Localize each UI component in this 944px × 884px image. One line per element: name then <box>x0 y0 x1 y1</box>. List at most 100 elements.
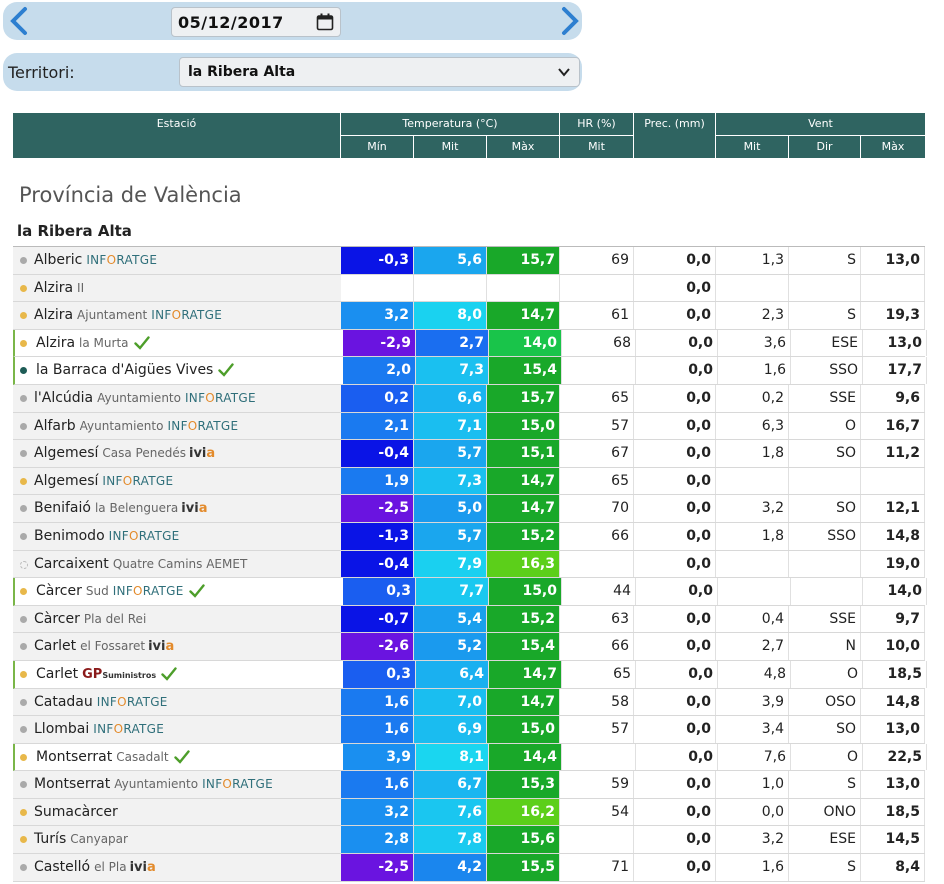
header-wind-mit[interactable]: Mit <box>716 136 789 158</box>
cell-hr: 58 <box>560 688 634 716</box>
territory-select[interactable]: la Ribera Alta <box>179 57 580 87</box>
cell-prec: 0,0 <box>634 495 716 522</box>
cell-min: 0,3 <box>343 578 416 605</box>
station-name-group: Alzira II <box>34 275 84 302</box>
header-station[interactable]: Estació <box>13 113 341 158</box>
header-wind-dir[interactable]: Dir <box>789 136 861 158</box>
date-input[interactable]: 05/12/2017 <box>171 7 341 37</box>
station-cell[interactable]: Càrcer Sud INFORATGE <box>15 578 343 605</box>
station-name: Alzira <box>36 334 76 351</box>
cell-hr: 63 <box>560 605 634 633</box>
station-cell[interactable]: Alfarb Ayuntamiento INFORATGE <box>13 413 341 440</box>
cell-max: 15,0 <box>489 578 562 605</box>
cell-wdir: ONO <box>789 798 861 826</box>
cell-wmit: 1,8 <box>716 440 789 467</box>
cell-prec: 0,0 <box>636 357 718 384</box>
cell-max: 14,7 <box>487 688 560 716</box>
station-name-group: Carlet el Fossaret ivia <box>34 633 174 660</box>
cell-min: -0,7 <box>341 605 414 633</box>
cell-mit <box>414 274 487 302</box>
station-cell[interactable]: Llombai INFORATGE <box>13 716 341 743</box>
cell-wmit: 1,6 <box>716 854 789 881</box>
station-cell[interactable]: Catadau INFORATGE <box>13 689 341 716</box>
table-row: Sumacàrcer 3,2 7,6 16,2 54 0,0 0,0 ONO 18,5 <box>13 798 925 827</box>
station-cell[interactable]: Alzira Ajuntament INFORATGE <box>13 302 341 329</box>
header-prec[interactable]: Prec. (mm) <box>634 113 716 158</box>
cell-wdir: SO <box>789 440 861 467</box>
cell-max: 14,7 <box>489 660 562 688</box>
cell-wmax: 13,0 <box>861 716 925 743</box>
station-name-group: Algemesí Casa Penedés ivia <box>34 440 215 467</box>
next-day-button[interactable] <box>556 6 582 36</box>
station-name: Castelló <box>34 859 91 876</box>
cell-hr: 68 <box>562 329 636 357</box>
header-temp-mit[interactable]: Mit <box>414 136 487 158</box>
station-name: Benimodo <box>34 527 105 544</box>
station-cell[interactable]: Càrcer Pla del Rei <box>13 606 341 633</box>
header-temp-max[interactable]: Màx <box>487 136 560 158</box>
calendar-icon[interactable] <box>316 13 334 31</box>
table-row: Carcaixent Quatre Camins AEMET -0,4 7,9 16,3… <box>13 550 925 579</box>
cell-min: 0,2 <box>341 384 414 412</box>
cell-mit: 5,4 <box>414 605 487 633</box>
cell-prec: 0,0 <box>634 412 716 440</box>
station-cell[interactable]: Sumacàrcer <box>13 799 341 826</box>
cell-wdir: SSE <box>789 384 861 412</box>
station-cell[interactable]: Alberic INFORATGE <box>13 247 341 274</box>
station-name-group: Llombai INFORATGE <box>34 716 164 743</box>
cell-mit: 7,6 <box>414 798 487 826</box>
station-subname: la Murta <box>79 335 129 350</box>
previous-day-button[interactable] <box>7 6 33 36</box>
chevron-down-icon <box>558 68 570 77</box>
station-cell[interactable]: Castelló el Pla ivia <box>13 854 341 881</box>
station-cell[interactable]: Algemesí Casa Penedés ivia <box>13 440 341 467</box>
cell-prec: 0,0 <box>634 798 716 826</box>
cell-wmit: 2,7 <box>716 633 789 660</box>
station-cell[interactable]: Carlet el Fossaret ivia <box>13 633 341 660</box>
status-dot-icon <box>20 615 27 623</box>
station-cell[interactable]: Benifaió la Belenguera ivia <box>13 495 341 522</box>
station-cell[interactable]: Turís Canyapar <box>13 826 341 853</box>
header-wind-max[interactable]: Màx <box>861 136 925 158</box>
station-cell[interactable]: Alzira II <box>13 275 341 302</box>
station-cell[interactable]: l'Alcúdia Ayuntamiento INFORATGE <box>13 385 341 412</box>
cell-max: 14,7 <box>487 467 560 495</box>
station-cell[interactable]: Carcaixent Quatre Camins AEMET <box>13 551 341 578</box>
cell-min: -2,5 <box>341 854 414 881</box>
cell-wdir: S <box>789 854 861 881</box>
cell-min: 3,2 <box>341 798 414 826</box>
cell-wdir: SSO <box>789 522 861 550</box>
cell-wdir: O <box>789 412 861 440</box>
inforatge-logo-icon: INFORATGE <box>202 777 273 792</box>
station-cell[interactable]: Carlet GPSuministros <box>15 661 343 688</box>
chevron-right-icon <box>562 7 579 35</box>
station-cell[interactable]: Alzira la Murta <box>15 330 343 357</box>
status-dot-icon <box>20 505 27 513</box>
cell-max: 15,2 <box>487 605 560 633</box>
table-row: Alberic INFORATGE -0,3 5,6 15,7 69 0,0 1,3 S 13,0 <box>13 247 925 275</box>
station-cell[interactable]: la Barraca d'Aigües Vives <box>15 357 343 384</box>
station-cell[interactable]: Algemesí INFORATGE <box>13 468 341 495</box>
cell-wmit <box>716 550 789 578</box>
station-cell[interactable]: Montserrat Casadalt <box>15 744 343 771</box>
inforatge-logo-icon: INFORATGE <box>96 694 168 709</box>
station-cell[interactable]: Benimodo INFORATGE <box>13 523 341 550</box>
cell-max: 15,6 <box>487 826 560 854</box>
table-row: Montserrat Casadalt 3,9 8,1 14,4 0,0 7,6 O 22,5 <box>13 743 927 772</box>
cell-wmit: 3,2 <box>716 826 789 854</box>
status-dot-icon <box>20 339 27 347</box>
cell-mit: 6,7 <box>414 771 487 798</box>
table-row: Algemesí Casa Penedés ivia -0,4 5,7 15,1 67 0,0… <box>13 440 925 468</box>
cell-prec: 0,0 <box>634 550 716 578</box>
cell-max: 15,7 <box>487 384 560 412</box>
station-cell[interactable]: Montserrat Ayuntamiento INFORATGE <box>13 771 341 798</box>
station-subname: Casadalt <box>116 749 169 764</box>
station-name-group: Benimodo INFORATGE <box>34 523 180 550</box>
cell-wdir: ESE <box>791 329 863 357</box>
header-hr-mit[interactable]: Mit <box>560 136 634 158</box>
table-row: Alzira la Murta -2,9 2,7 14,0 68 0,0 3,6 ESE 13,0 <box>13 329 927 358</box>
cell-prec: 0,0 <box>636 329 718 357</box>
station-name-group: Carlet GPSuministros <box>36 661 177 688</box>
header-temp-min[interactable]: Mín <box>341 136 414 158</box>
header-temperature: Temperatura (°C) <box>341 113 560 136</box>
